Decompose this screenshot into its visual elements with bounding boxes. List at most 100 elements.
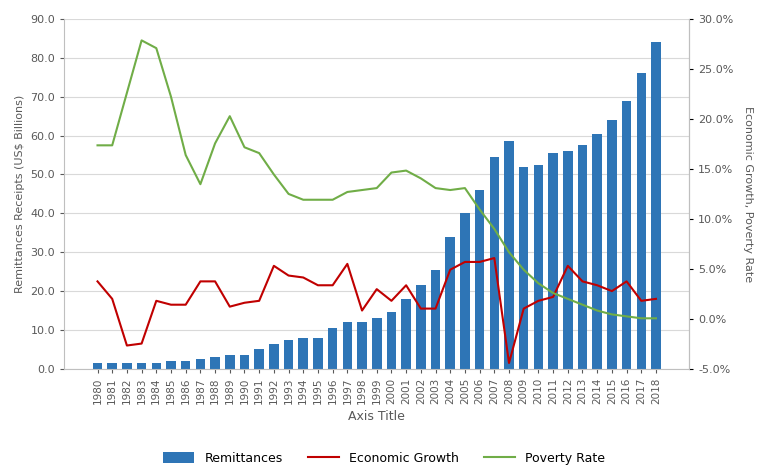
Poverty Rate — [240, 144, 249, 150]
Bar — [637, 73, 646, 369]
Poverty Rate — [534, 280, 543, 286]
Bar — [651, 42, 660, 369]
Poverty Rate — [284, 191, 293, 197]
Economic Growth — [299, 275, 308, 280]
Economic Growth — [445, 267, 455, 273]
Poverty Rate — [431, 185, 440, 191]
Bar — [151, 363, 161, 369]
Bar — [93, 363, 102, 369]
Bar — [299, 338, 308, 369]
Economic Growth — [607, 288, 617, 294]
Economic Growth — [593, 282, 602, 288]
Legend: Remittances, Economic Growth, Poverty Rate: Remittances, Economic Growth, Poverty Ra… — [158, 447, 610, 470]
Bar — [431, 270, 440, 369]
Bar — [386, 312, 396, 369]
Economic Growth — [431, 306, 440, 311]
Economic Growth — [637, 298, 646, 304]
Poverty Rate — [196, 181, 205, 187]
Bar — [357, 322, 367, 369]
Bar — [137, 363, 147, 369]
Economic Growth — [387, 298, 396, 304]
Economic Growth — [490, 255, 499, 261]
Poverty Rate — [578, 302, 587, 307]
Poverty Rate — [93, 142, 102, 148]
Poverty Rate — [460, 185, 469, 191]
Economic Growth — [181, 302, 190, 307]
Poverty Rate — [651, 316, 660, 321]
Bar — [460, 213, 470, 369]
Bar — [402, 299, 411, 369]
Economic Growth — [196, 278, 205, 284]
Poverty Rate — [475, 207, 485, 212]
Bar — [122, 363, 131, 369]
Bar — [343, 322, 352, 369]
Poverty Rate — [270, 172, 279, 178]
Bar — [269, 344, 279, 369]
Economic Growth — [270, 263, 279, 268]
Poverty Rate — [122, 90, 131, 96]
Economic Growth — [519, 306, 528, 311]
Bar — [240, 355, 250, 369]
Poverty Rate — [505, 249, 514, 255]
Bar — [622, 100, 631, 369]
Poverty Rate — [445, 187, 455, 193]
Y-axis label: Economic Growth, Poverty Rate: Economic Growth, Poverty Rate — [743, 106, 753, 282]
Bar — [181, 361, 190, 369]
Bar — [372, 318, 382, 369]
Poverty Rate — [152, 45, 161, 51]
Poverty Rate — [402, 168, 411, 173]
Poverty Rate — [519, 267, 528, 273]
Poverty Rate — [490, 226, 499, 232]
Bar — [563, 151, 573, 369]
Bar — [313, 338, 323, 369]
X-axis label: Axis Title: Axis Title — [349, 410, 406, 423]
Economic Growth — [225, 304, 234, 309]
Poverty Rate — [416, 176, 425, 181]
Economic Growth — [505, 360, 514, 366]
Poverty Rate — [387, 169, 396, 175]
Poverty Rate — [167, 94, 176, 99]
Poverty Rate — [343, 189, 352, 195]
Economic Growth — [167, 302, 176, 307]
Bar — [254, 349, 264, 369]
Economic Growth — [210, 278, 220, 284]
Economic Growth — [152, 298, 161, 304]
Economic Growth — [416, 306, 425, 311]
Economic Growth — [651, 296, 660, 302]
Economic Growth — [93, 278, 102, 284]
Bar — [108, 363, 117, 369]
Bar — [196, 359, 205, 369]
Economic Growth — [240, 300, 249, 306]
Bar — [328, 328, 337, 369]
Line: Poverty Rate: Poverty Rate — [98, 40, 656, 318]
Bar — [548, 153, 558, 369]
Poverty Rate — [548, 290, 558, 296]
Economic Growth — [254, 298, 263, 304]
Poverty Rate — [357, 187, 366, 193]
Bar — [489, 157, 499, 369]
Poverty Rate — [254, 150, 263, 156]
Economic Growth — [108, 296, 117, 302]
Bar — [166, 361, 176, 369]
Economic Growth — [563, 263, 572, 268]
Poverty Rate — [181, 152, 190, 158]
Poverty Rate — [299, 197, 308, 203]
Economic Growth — [622, 278, 631, 284]
Economic Growth — [578, 278, 587, 284]
Economic Growth — [372, 286, 382, 292]
Economic Growth — [475, 259, 485, 265]
Poverty Rate — [108, 142, 117, 148]
Economic Growth — [313, 282, 323, 288]
Poverty Rate — [137, 38, 146, 43]
Bar — [445, 237, 455, 369]
Poverty Rate — [637, 316, 646, 321]
Poverty Rate — [225, 113, 234, 119]
Poverty Rate — [372, 185, 382, 191]
Poverty Rate — [607, 312, 617, 317]
Poverty Rate — [593, 307, 602, 313]
Economic Growth — [343, 261, 352, 267]
Bar — [534, 165, 543, 369]
Economic Growth — [534, 298, 543, 304]
Bar — [225, 355, 234, 369]
Poverty Rate — [313, 197, 323, 203]
